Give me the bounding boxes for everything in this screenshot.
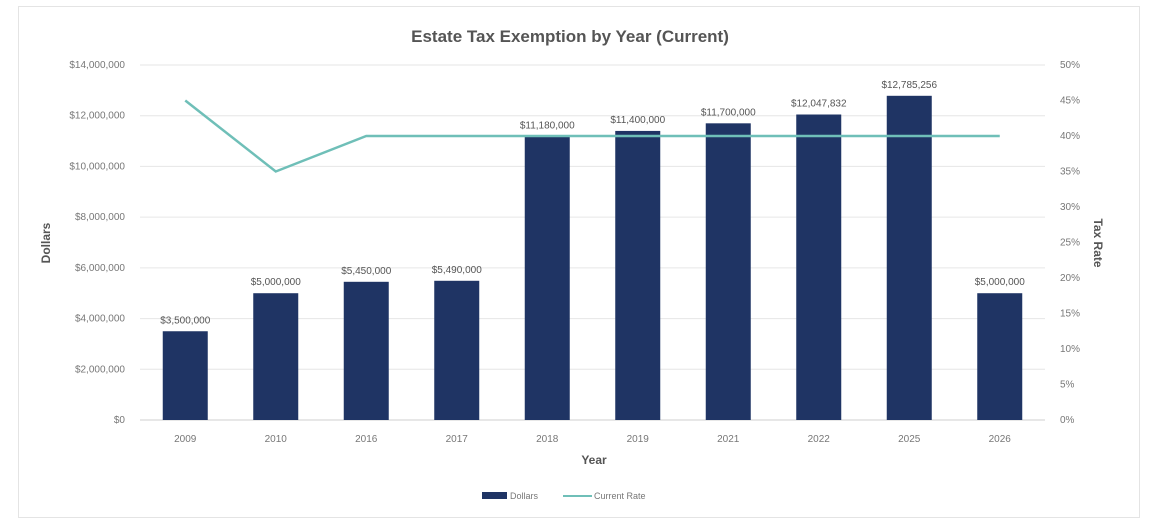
y2-tick-label: 45% [1060, 96, 1080, 107]
bar-data-label: $5,490,000 [432, 265, 482, 276]
bar-2022 [796, 114, 842, 420]
y2-tick-label: 50% [1060, 60, 1080, 71]
bar-2016 [343, 281, 389, 420]
bar-2025 [886, 95, 932, 421]
y-axis-title: Dollars [39, 222, 53, 263]
x-tick-label: 2025 [898, 434, 921, 445]
y-tick-label: $4,000,000 [75, 314, 125, 325]
bar-data-label: $11,180,000 [520, 121, 575, 132]
legend: Dollars Current Rate [482, 491, 646, 501]
y2-tick-label: 30% [1060, 202, 1080, 213]
y2-tick-label: 20% [1060, 273, 1080, 284]
legend-swatch-dollars [482, 492, 507, 499]
bar-2018 [524, 136, 570, 420]
bar-2026 [977, 293, 1023, 420]
y-tick-label: $0 [114, 415, 126, 426]
x-tick-label: 2016 [355, 434, 378, 445]
bar-data-label: $5,000,000 [975, 277, 1025, 288]
y-tick-label: $2,000,000 [75, 364, 125, 375]
y2-tick-label: 5% [1060, 380, 1075, 391]
bar-data-label: $12,047,832 [791, 99, 847, 110]
y-tick-label: $14,000,000 [69, 60, 125, 71]
y-tick-label: $12,000,000 [69, 111, 125, 122]
chart-title: Estate Tax Exemption by Year (Current) [411, 27, 729, 46]
x-tick-label: 2019 [627, 434, 650, 445]
x-axis-title: Year [581, 453, 607, 467]
chart-frame [18, 6, 1140, 518]
bar-2019 [615, 130, 661, 420]
y2-tick-label: 0% [1060, 415, 1075, 426]
y2-axis-title: Tax Rate [1091, 218, 1105, 267]
bar-2017 [434, 280, 480, 420]
y2-tick-label: 25% [1060, 238, 1080, 249]
y-tick-label: $8,000,000 [75, 212, 125, 223]
y-tick-label: $10,000,000 [69, 161, 125, 172]
bar-2009 [162, 331, 208, 420]
x-tick-label: 2017 [446, 434, 469, 445]
bar-data-label: $5,000,000 [251, 277, 301, 288]
x-tick-label: 2009 [174, 434, 197, 445]
y2-tick-label: 10% [1060, 344, 1080, 355]
bar-data-label: $3,500,000 [160, 315, 210, 326]
current-rate-line [184, 99, 1000, 173]
bar-data-label: $11,400,000 [610, 115, 665, 126]
y2-tick-label: 15% [1060, 309, 1080, 320]
bar-data-label: $12,785,256 [881, 80, 937, 91]
bar-data-label: $11,700,000 [701, 107, 756, 118]
bar-data-label: $5,450,000 [341, 266, 391, 277]
bar-2021 [705, 123, 751, 421]
x-tick-label: 2022 [808, 434, 831, 445]
legend-label-rate: Current Rate [594, 491, 646, 501]
x-tick-label: 2026 [989, 434, 1012, 445]
x-tick-label: 2021 [717, 434, 740, 445]
y2-tick-label: 40% [1060, 131, 1080, 142]
x-tick-label: 2010 [265, 434, 288, 445]
legend-label-dollars: Dollars [510, 491, 539, 501]
y-tick-label: $6,000,000 [75, 263, 125, 274]
x-tick-label: 2018 [536, 434, 559, 445]
bar-2010 [253, 293, 299, 420]
y2-tick-label: 35% [1060, 167, 1080, 178]
